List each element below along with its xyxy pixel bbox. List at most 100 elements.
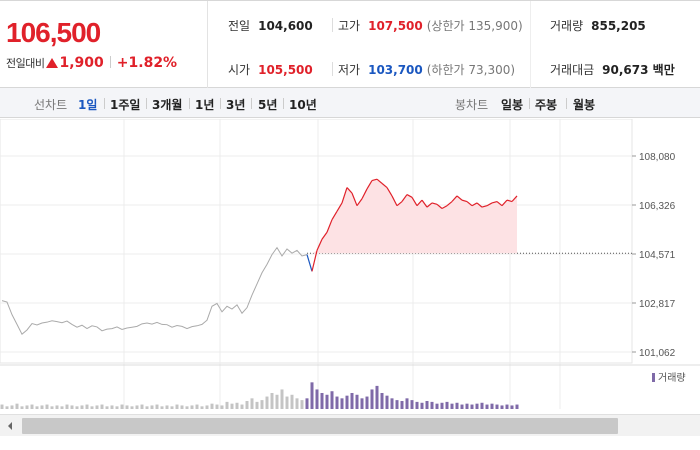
chart-scrollbar[interactable]: [0, 414, 700, 436]
divider: [104, 98, 105, 109]
volume-bar: [315, 389, 319, 409]
volume-bar: [230, 403, 234, 409]
volume-bar: [145, 406, 149, 409]
chart-grid: [0, 119, 633, 409]
scroll-left-arrow-icon[interactable]: [0, 415, 20, 437]
volume-bar: [50, 406, 54, 409]
price-line-segment-up: [501, 199, 508, 207]
stat-upper-limit: (상한가 135,900): [426, 19, 523, 33]
volume-bar: [0, 404, 4, 409]
price-line-segment-down: [306, 254, 313, 272]
volume-bar: [325, 394, 329, 409]
volume-bar: [135, 405, 139, 409]
volume-bar: [265, 396, 269, 409]
volume-bar: [515, 404, 519, 409]
volume-bar: [15, 403, 19, 409]
volume-bar: [160, 406, 164, 409]
volume-bar: [390, 398, 394, 409]
tab-period-3y[interactable]: 3년: [226, 98, 246, 112]
volume-bar: [250, 398, 254, 409]
volume-bar: [365, 396, 369, 409]
price-line-segment-up: [411, 197, 418, 207]
volume-bar: [115, 406, 119, 409]
volume-bar: [220, 405, 224, 409]
intraday-price-chart[interactable]: 108,080 106,326 104,571 102,817 101,062 거래량: [0, 119, 700, 414]
price-line-segment-up: [336, 202, 343, 212]
volume-chart: [0, 364, 700, 409]
stat-prev-close: 전일 104,600: [228, 17, 313, 34]
price-line-segment-up: [471, 202, 478, 207]
volume-bar: [490, 403, 494, 409]
price-line-segment-up: [481, 205, 488, 208]
volume-bar: [285, 396, 289, 409]
price-line-segment-up: [421, 199, 428, 208]
volume-bar: [65, 404, 69, 409]
volume-bar: [215, 404, 219, 409]
up-arrow-icon: [46, 58, 59, 68]
up-area-fill: [307, 179, 517, 254]
tab-period-3m[interactable]: 3개월: [152, 98, 183, 112]
stat-high: 고가 107,500 (상한가 135,900): [338, 17, 523, 34]
divider: [530, 1, 531, 88]
volume-bar: [345, 395, 349, 409]
price-line-segment-up: [376, 178, 383, 184]
y-tick-label: 101,062: [639, 348, 676, 359]
y-tick-label: 106,326: [639, 201, 676, 212]
scrollbar-thumb[interactable]: [22, 418, 618, 434]
price-line-segment-up: [386, 187, 393, 197]
volume-bar: [480, 402, 484, 409]
stat-value: 105,500: [258, 63, 313, 77]
tab-candle-weekly[interactable]: 주봉: [535, 98, 558, 112]
volume-bar: [460, 404, 464, 409]
volume-bar: [100, 404, 104, 409]
price-line-segment-up: [426, 202, 433, 208]
tab-candle-monthly[interactable]: 월봉: [573, 98, 596, 112]
volume-bar: [270, 393, 274, 409]
tab-period-1d[interactable]: 1일: [78, 98, 98, 112]
price-line-segment-up: [476, 202, 483, 208]
volume-bar: [95, 405, 99, 409]
tab-period-1w[interactable]: 1주일: [110, 98, 141, 112]
quote-summary: 106,500 전일대비 1,900 +1.82% 전일 104,600 고가 107,…: [0, 0, 700, 88]
price-lines: [1, 178, 518, 335]
stat-value: 104,600: [258, 19, 313, 33]
volume-bar: [260, 400, 264, 409]
y-tick-label: 104,571: [639, 250, 676, 261]
stat-label: 거래량: [550, 19, 584, 33]
tab-period-10y[interactable]: 10년: [289, 98, 317, 112]
volume-bar: [415, 401, 419, 409]
price-line-segment-up: [506, 199, 513, 203]
volume-bar: [320, 393, 324, 409]
volume-bar: [395, 400, 399, 409]
divider: [146, 98, 147, 109]
volume-bar: [375, 385, 379, 409]
volume-bar: [335, 396, 339, 409]
volume-legend-swatch: [652, 373, 655, 382]
price-line-segment-up: [486, 202, 493, 207]
price-line-segment-up: [446, 201, 453, 207]
stat-open: 시가 105,500: [228, 61, 313, 78]
volume-bar: [425, 401, 429, 409]
volume-bar: [295, 398, 299, 409]
current-price: 106,500: [6, 17, 101, 48]
divider: [332, 62, 333, 76]
price-line-segment-up: [466, 201, 473, 207]
divider: [109, 56, 111, 68]
divider: [332, 18, 333, 32]
stat-value: 855,205: [591, 19, 646, 33]
volume-bar: [410, 400, 414, 409]
tab-period-5y[interactable]: 5년: [258, 98, 278, 112]
stat-value: 107,500: [368, 19, 423, 33]
tab-candle-daily[interactable]: 일봉: [501, 98, 524, 112]
volume-bar: [35, 406, 39, 409]
volume-bar: [280, 389, 284, 409]
price-line-segment-up: [326, 219, 333, 233]
volume-bar: [475, 403, 479, 409]
tab-period-1y[interactable]: 1년: [195, 98, 215, 112]
stat-label: 고가: [338, 19, 361, 33]
divider: [251, 98, 252, 109]
divider: [283, 98, 284, 109]
volume-bar: [190, 405, 194, 409]
divider: [566, 98, 567, 109]
price-line-segment-up: [366, 180, 373, 190]
